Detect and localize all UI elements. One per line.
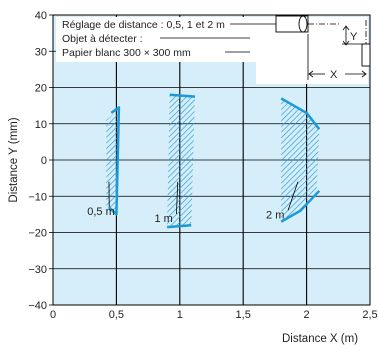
x-offset-indicator: X bbox=[307, 34, 367, 81]
y-tick-label: 10 bbox=[35, 119, 47, 131]
series-2-leader bbox=[176, 181, 179, 215]
series-3-label: 2 m bbox=[266, 209, 284, 221]
series-1-label: 0,5 m bbox=[87, 206, 115, 218]
sensor-icon bbox=[275, 15, 340, 33]
series-2-edge-top bbox=[169, 93, 196, 98]
x-axis-title: Distance X (m) bbox=[282, 333, 358, 345]
series-2-label: 1 m bbox=[154, 213, 172, 225]
x-tick-label: 1,5 bbox=[236, 309, 251, 321]
y-tick-label: 40 bbox=[35, 10, 47, 22]
y-offset-indicator: Y bbox=[342, 25, 362, 46]
series-labels: 0,5 m 1 m 2 m bbox=[87, 181, 299, 225]
x-tick-label: 2,5 bbox=[362, 309, 377, 321]
inset-background bbox=[256, 17, 368, 84]
y-tick-label: −30 bbox=[28, 264, 47, 276]
info-line-2: Objet à détecter : bbox=[62, 33, 143, 45]
series-3-edge-bottom bbox=[280, 189, 321, 223]
axis-ticks: 0 0,5 1 1,5 2 2,5 40 30 20 10 0 −10 −20 −30 −40 bbox=[28, 10, 377, 321]
y-tick-label: −10 bbox=[28, 191, 47, 203]
y-tick-label: 20 bbox=[35, 83, 47, 95]
y-tick-label: −20 bbox=[28, 228, 47, 240]
info-line-3: Papier blanc 300 × 300 mm bbox=[62, 47, 191, 59]
detection-areas bbox=[106, 93, 321, 229]
y-tick-label: 30 bbox=[35, 46, 47, 58]
series-1-edge bbox=[107, 106, 121, 216]
series-3-leader bbox=[287, 181, 299, 211]
x-tick-label: 1 bbox=[177, 309, 183, 321]
info-box: Réglage de distance : 0,5, 1 et 2 m Obje… bbox=[56, 15, 371, 84]
series-2-area bbox=[167, 94, 195, 228]
x-tick-label: 0 bbox=[50, 309, 56, 321]
series-1-area bbox=[106, 109, 119, 215]
y-tick-label: 0 bbox=[41, 155, 47, 167]
x-tick-label: 0,5 bbox=[109, 309, 124, 321]
x-tick-label: 2 bbox=[304, 309, 310, 321]
series-2-edge-bottom bbox=[167, 224, 192, 229]
info-box-background bbox=[56, 17, 256, 62]
series-3-edge-top bbox=[280, 97, 321, 130]
inset-y-label: Y bbox=[350, 31, 358, 43]
info-line-1: Réglage de distance : 0,5, 1 et 2 m bbox=[62, 19, 225, 31]
y-tick-label: −40 bbox=[28, 300, 47, 312]
inset-x-label: X bbox=[330, 69, 338, 81]
target-icon bbox=[361, 20, 371, 67]
series-3-area bbox=[281, 98, 320, 222]
y-axis-title: Distance Y (mm) bbox=[8, 117, 20, 202]
